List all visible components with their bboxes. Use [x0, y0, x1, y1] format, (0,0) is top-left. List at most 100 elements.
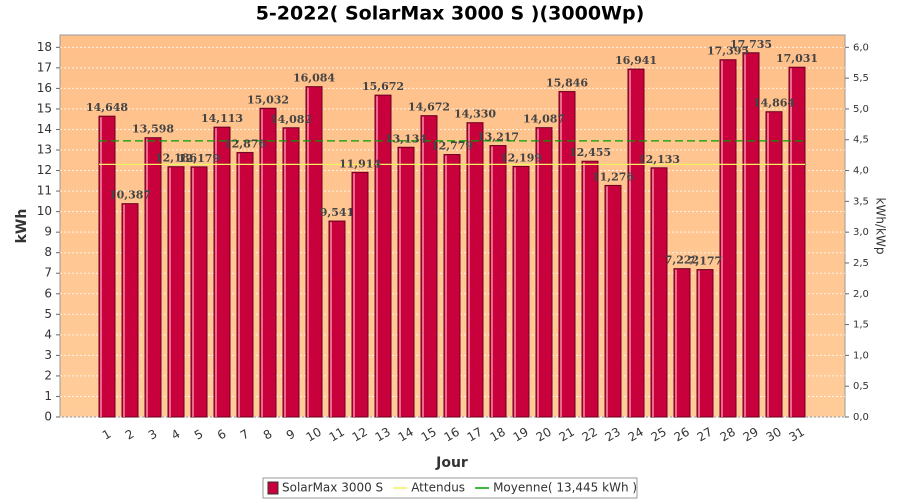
- y-tick-label: 14: [37, 122, 52, 136]
- bar-highlight: [583, 162, 585, 417]
- bar-highlight: [284, 128, 286, 417]
- x-tick-label: 10: [304, 425, 324, 445]
- value-label: 17,395: [707, 45, 749, 58]
- y-tick-label: 16: [37, 81, 52, 95]
- bar-highlight: [445, 155, 447, 418]
- bar: [788, 66, 806, 418]
- bar: [305, 86, 323, 418]
- y-tick-label: 2: [44, 368, 52, 382]
- value-label: 7,222: [665, 254, 699, 267]
- x-tick-label: 23: [603, 425, 623, 445]
- bar-highlight: [698, 270, 700, 417]
- bar-highlight: [146, 138, 148, 417]
- y-tick-label: 18: [37, 40, 52, 54]
- bar: [673, 268, 691, 418]
- y-tick-label: 5: [44, 307, 52, 321]
- x-tick-label: 9: [284, 427, 298, 443]
- value-label: 15,032: [247, 93, 289, 106]
- legend-label: Attendus: [411, 481, 465, 495]
- value-label: 12,179: [178, 152, 220, 165]
- value-label: 13,217: [477, 131, 519, 144]
- value-label: 13,598: [132, 123, 174, 136]
- bar-highlight: [100, 117, 102, 417]
- bar: [719, 59, 737, 418]
- y-tick-label: 10: [37, 204, 52, 218]
- bar-highlight: [721, 60, 723, 417]
- y-tick-label: 17: [37, 60, 52, 74]
- value-label: 17,031: [776, 52, 818, 65]
- bar-highlight: [744, 53, 746, 418]
- x-tick-label: 3: [146, 427, 160, 443]
- bar-highlight: [215, 128, 217, 418]
- value-label: 15,672: [362, 80, 404, 93]
- value-label: 16,084: [293, 72, 335, 85]
- bar: [190, 166, 208, 418]
- x-tick-label: 7: [238, 427, 252, 443]
- bar-highlight: [468, 123, 470, 417]
- y-tick-label: 12: [37, 163, 52, 177]
- x-tick-label: 22: [580, 425, 600, 445]
- bar: [121, 203, 139, 418]
- x-tick-label: 25: [649, 425, 669, 445]
- bar-highlight: [192, 167, 194, 417]
- y-tick-label: 3: [44, 348, 52, 362]
- x-tick-label: 20: [534, 425, 554, 445]
- bar-highlight: [606, 186, 608, 417]
- bar-highlight: [353, 173, 355, 417]
- bar: [328, 220, 346, 418]
- value-label: 12,133: [638, 153, 680, 166]
- bar: [351, 171, 369, 418]
- y2-tick-label: 0,0: [853, 412, 869, 423]
- value-label: 10,387: [109, 189, 151, 202]
- x-tick-label: 12: [350, 425, 370, 445]
- y2-tick-label: 2,0: [853, 289, 869, 300]
- x-tick-label: 5: [192, 427, 206, 443]
- y-tick-label: 4: [44, 327, 52, 341]
- y-tick-label: 0: [44, 410, 52, 424]
- x-tick-label: 19: [511, 425, 531, 445]
- bar: [558, 91, 576, 418]
- bar: [627, 68, 645, 418]
- bar: [604, 184, 622, 418]
- y2-tick-label: 1,5: [853, 320, 869, 331]
- bar-highlight: [790, 68, 792, 418]
- bar: [650, 167, 668, 418]
- value-label: 12,876: [224, 138, 266, 151]
- x-tick-label: 24: [626, 425, 646, 445]
- value-label: 14,082: [270, 113, 312, 126]
- x-tick-label: 6: [215, 427, 229, 443]
- y2-axis-label: kWh/kWp: [874, 198, 888, 255]
- bar: [765, 111, 783, 418]
- value-label: 9,541: [320, 206, 354, 219]
- bar-highlight: [560, 92, 562, 418]
- bar-highlight: [422, 116, 424, 418]
- bar: [144, 137, 162, 418]
- y-tick-label: 15: [37, 101, 52, 115]
- bar: [466, 122, 484, 418]
- x-tick-label: 4: [169, 427, 183, 443]
- bar: [443, 154, 461, 418]
- bar: [374, 94, 392, 418]
- value-label: 12,455: [569, 146, 611, 159]
- bar: [535, 127, 553, 418]
- x-tick-label: 30: [764, 425, 784, 445]
- value-label: 11,914: [339, 157, 381, 170]
- bar: [420, 115, 438, 418]
- bar: [742, 52, 760, 418]
- value-label: 15,846: [546, 77, 588, 90]
- y-tick-label: 9: [44, 225, 52, 239]
- bar-highlight: [767, 112, 769, 417]
- x-tick-label: 21: [557, 425, 577, 445]
- bar: [696, 269, 714, 418]
- bar-highlight: [675, 269, 677, 417]
- chart-title: 5-2022( SolarMax 3000 S )(3000Wp): [256, 3, 645, 25]
- bar-highlight: [123, 204, 125, 417]
- x-tick-label: 15: [419, 425, 439, 445]
- bar: [98, 115, 116, 418]
- x-tick-label: 8: [261, 427, 275, 443]
- bar: [213, 126, 231, 418]
- y-tick-label: 8: [44, 245, 52, 259]
- x-tick-label: 31: [787, 425, 807, 445]
- bar: [397, 146, 415, 418]
